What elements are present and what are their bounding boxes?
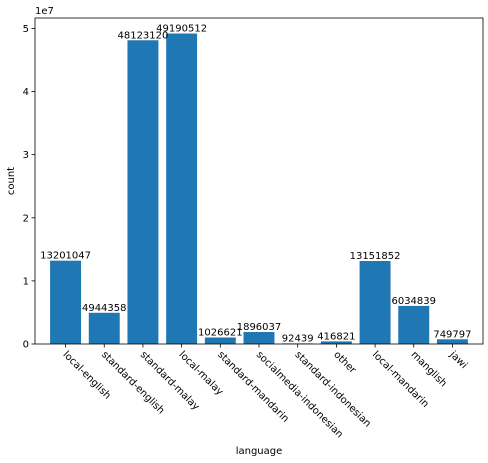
y-tick-label: 0 <box>23 340 29 351</box>
bar-other <box>320 341 352 344</box>
bar-jawi <box>436 339 468 344</box>
bar-local-malay <box>166 33 198 345</box>
y-tick-label: 4 <box>23 87 29 98</box>
y-tick-label: 2 <box>23 213 29 224</box>
x-axis-ticks: local-englishstandard-englishstandard-ma… <box>60 344 469 440</box>
data-label-local-english: 13201047 <box>40 251 91 262</box>
bar-socialmedia-indonesian <box>243 332 275 344</box>
data-label-standard-english: 4944358 <box>82 303 127 314</box>
x-tick-label-standard-mandarin: standard-mandarin <box>215 349 291 425</box>
bar-local-mandarin <box>359 260 391 344</box>
bar-standard-malay <box>127 40 159 345</box>
data-label-manglish: 6034839 <box>391 296 436 307</box>
data-label-socialmedia-indonesian: 1896037 <box>237 322 282 333</box>
data-label-standard-malay: 48123120 <box>117 30 168 41</box>
y-tick-label: 1 <box>23 276 29 287</box>
data-label-local-mandarin: 13151852 <box>350 251 401 262</box>
x-tick-label-other: other <box>331 349 358 376</box>
y-tick-label: 5 <box>23 24 29 35</box>
data-label-jawi: 749797 <box>433 329 471 340</box>
bar-standard-mandarin <box>204 337 236 344</box>
bars <box>50 33 468 345</box>
bar-standard-english <box>88 312 120 344</box>
x-tick-label-standard-indonesian: standard-indonesian <box>293 349 373 429</box>
y-tick-label: 3 <box>23 150 29 161</box>
x-tick-label-jawi: jawi <box>447 349 470 372</box>
bar-manglish <box>398 305 430 344</box>
data-label-other: 416821 <box>317 331 355 342</box>
data-label-local-malay: 49190512 <box>156 24 207 35</box>
y-axis-label: count <box>6 167 17 195</box>
data-label-standard-indonesian: 92439 <box>282 333 314 344</box>
data-label-standard-mandarin: 1026621 <box>198 328 243 339</box>
bar-local-english <box>50 260 82 344</box>
y-axis-ticks: 0 1 2 3 4 5 <box>23 24 35 351</box>
x-tick-label-manglish: manglish <box>409 349 449 389</box>
x-axis-label: language <box>236 446 283 457</box>
y-axis-offset-text: 1e7 <box>35 6 54 17</box>
